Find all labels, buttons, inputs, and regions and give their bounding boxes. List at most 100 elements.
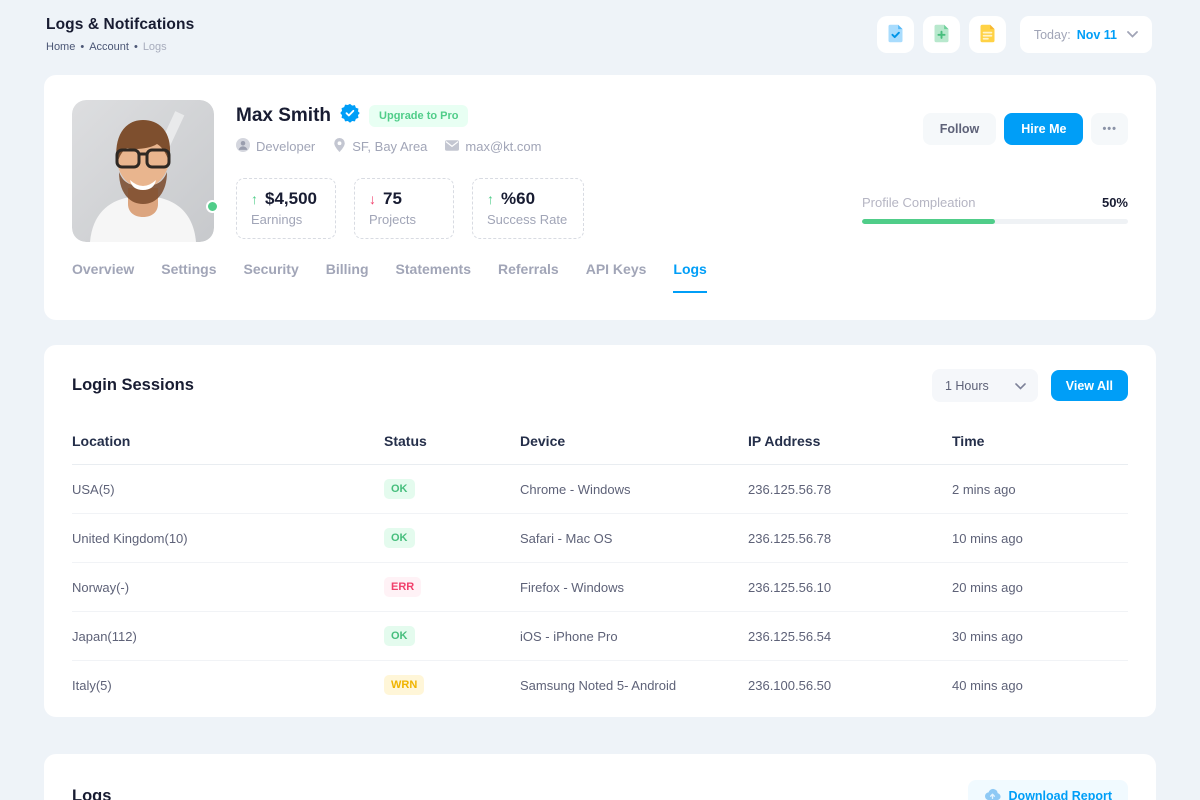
table-row: United Kingdom(10) OK Safari - Mac OS 23… [72,514,1128,563]
cloud-download-icon [984,788,1001,800]
arrow-down-icon: ↓ [369,191,376,207]
date-selector[interactable]: Today: Nov 11 [1019,16,1152,53]
hire-me-button[interactable]: Hire Me [1004,113,1084,145]
cell-time: 20 mins ago [952,579,1023,595]
upgrade-to-pro-badge[interactable]: Upgrade to Pro [369,104,469,127]
cell-location: Norway(-) [72,579,130,595]
profile-info: Max Smith Upgrade to Pro Developer SF, B… [236,100,860,242]
file-check-icon [885,23,906,47]
file-lines-icon [977,23,998,47]
email-meta: max@kt.com [445,139,541,154]
column-location: Location [72,433,131,449]
stat-earnings: ↑ $4,500 Earnings [236,178,336,239]
column-ip-address: IP Address [748,433,821,449]
tab-statements[interactable]: Statements [395,261,471,277]
tab-referrals[interactable]: Referrals [498,261,559,277]
tab-api-keys[interactable]: API Keys [585,261,647,277]
profile-completion: Profile Compleation 50% [862,195,1128,224]
tab-billing[interactable]: Billing [325,261,369,277]
stat-success-rate: ↑ %60 Success Rate [472,178,585,239]
arrow-up-icon: ↑ [487,191,494,207]
cell-device: iOS - iPhone Pro [520,628,618,644]
cell-device: Chrome - Windows [520,481,631,497]
user-icon [236,138,250,155]
breadcrumb-separator: • [133,40,138,53]
date-value: Nov 11 [1076,27,1117,42]
stat-value: 75 [383,189,402,208]
stat-label: Success Rate [487,212,568,227]
avatar [72,100,219,242]
date-prefix-label: Today: [1033,27,1071,42]
tab-overview[interactable]: Overview [72,261,135,277]
cell-time: 10 mins ago [952,530,1023,546]
status-badge: OK [384,528,415,548]
logs-card: Logs Download Report 500 ERR POST /v1/in… [44,754,1156,800]
column-device: Device [520,433,566,449]
cell-time: 2 mins ago [952,481,1016,497]
file-plus-button[interactable] [922,16,960,53]
page-title: Logs & Notifcations [46,16,195,33]
cell-time: 40 mins ago [952,677,1023,693]
hours-filter-select[interactable]: 1 Hours [931,369,1038,402]
stat-projects: ↓ 75 Projects [354,178,454,239]
breadcrumb-home[interactable]: Home [46,41,76,53]
profile-tabs: Overview Settings Security Billing State… [72,261,1128,293]
online-status-dot [206,200,219,213]
location-meta: SF, Bay Area [333,138,427,155]
follow-button[interactable]: Follow [922,113,997,145]
profile-right-column: Follow Hire Me ••• Profile Compleation 5… [860,100,1128,242]
profile-meta: Developer SF, Bay Area max@kt.com [236,138,860,155]
cell-ip: 236.125.56.78 [748,530,832,546]
file-lines-button[interactable] [968,16,1006,53]
tab-security[interactable]: Security [243,261,299,277]
hours-filter-value: 1 Hours [944,378,989,393]
file-plus-icon [931,23,952,47]
stat-label: Projects [369,212,416,227]
login-sessions-title: Login Sessions [72,376,194,394]
email-label: max@kt.com [465,139,542,154]
profile-stats: ↑ $4,500 Earnings ↓ 75 Projects [236,178,860,239]
table-row: USA(5) OK Chrome - Windows 236.125.56.78… [72,465,1128,514]
cell-time: 30 mins ago [952,628,1023,644]
topbar: Logs & Notifcations Home • Account • Log… [0,0,1200,75]
logs-title: Logs [72,786,112,800]
verified-badge-icon [340,103,360,128]
cell-ip: 236.100.56.50 [748,677,832,693]
profile-card: Max Smith Upgrade to Pro Developer SF, B… [44,75,1156,320]
tab-logs[interactable]: Logs [673,261,707,293]
table-row: Japan(112) OK iOS - iPhone Pro 236.125.5… [72,612,1128,661]
cell-ip: 236.125.56.78 [748,481,832,497]
cell-device: Safari - Mac OS [520,530,613,546]
arrow-up-icon: ↑ [251,191,258,207]
cell-device: Firefox - Windows [520,579,625,595]
column-time: Time [952,433,985,449]
table-row: Italy(5) WRN Samsung Noted 5- Android 23… [72,661,1128,709]
column-status: Status [384,433,427,449]
cell-ip: 236.125.56.54 [748,628,832,644]
breadcrumb-account[interactable]: Account [89,41,129,53]
download-report-button[interactable]: Download Report [967,780,1128,800]
table-header-row: Location Status Device IP Address Time [72,416,1128,465]
cell-location: Italy(5) [72,677,112,693]
tab-settings[interactable]: Settings [161,261,217,277]
topbar-actions: Today: Nov 11 [876,16,1152,53]
status-badge: ERR [384,577,422,597]
status-badge: OK [384,626,415,646]
chevron-down-icon [1127,31,1138,38]
location-pin-icon [333,138,346,155]
completion-progress-fill [862,219,995,224]
completion-progress-bar [862,219,1128,224]
view-all-button[interactable]: View All [1050,370,1128,401]
cell-device: Samsung Noted 5- Android [520,677,677,693]
completion-label: Profile Compleation [862,195,976,210]
status-badge: OK [384,479,415,499]
page-heading: Logs & Notifcations Home • Account • Log… [46,16,194,53]
stat-value: %60 [501,189,536,208]
mail-icon [445,139,460,154]
stat-label: Earnings [251,212,303,227]
chevron-down-icon [1014,379,1026,393]
cell-location: USA(5) [72,481,115,497]
more-options-button[interactable]: ••• [1091,113,1128,145]
file-check-button[interactable] [876,16,914,53]
status-badge: WRN [384,675,425,695]
